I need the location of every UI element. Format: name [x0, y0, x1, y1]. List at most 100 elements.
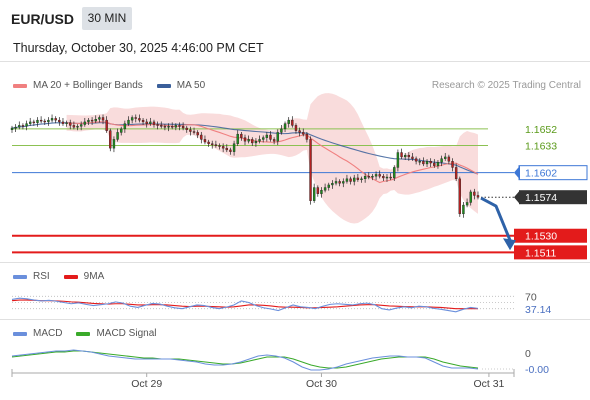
level-label-1.1633: 1.1633 — [525, 141, 557, 153]
candle-body — [356, 177, 360, 180]
macd-tick-0: 0 — [525, 348, 531, 360]
candle-body — [400, 152, 403, 158]
candle-body — [145, 121, 148, 124]
candle-body — [10, 127, 14, 130]
level-tag-1.1530 — [514, 228, 587, 243]
candle-body — [200, 134, 203, 140]
candle-body — [338, 181, 341, 184]
candle-body — [378, 174, 381, 177]
candle-body — [196, 132, 199, 136]
candle-body — [371, 175, 374, 178]
candle-body — [254, 140, 258, 144]
candle-body — [374, 174, 378, 177]
candle-body — [367, 175, 370, 178]
candle-body — [116, 132, 119, 140]
rsi-current-value: 37.14 — [525, 304, 551, 316]
candle-body — [192, 131, 196, 133]
candle-body — [29, 121, 32, 124]
candle-body — [240, 133, 243, 138]
candle-body — [65, 122, 68, 124]
x-tick-label: Oct 29 — [131, 378, 162, 390]
candle-body — [229, 149, 232, 152]
candle-body — [130, 117, 134, 121]
candle-body — [18, 125, 21, 128]
candle-body — [14, 126, 17, 129]
level-tag-1.1511 — [514, 245, 587, 260]
candle-body — [54, 118, 57, 121]
forecast-arrow-icon — [480, 196, 512, 241]
candle-body — [207, 141, 210, 144]
candle-body — [418, 161, 421, 163]
candle-body — [214, 144, 218, 146]
9ma-swatch-icon — [63, 274, 78, 279]
candle-body — [83, 121, 87, 125]
legend-item-macd-signal: MACD Signal — [76, 328, 156, 339]
candle-body — [433, 162, 436, 166]
candle-body — [458, 178, 461, 215]
candle-body — [451, 161, 454, 168]
candle-body — [320, 189, 323, 194]
candle-body — [363, 175, 367, 180]
candle-body — [305, 133, 309, 140]
candle-body — [163, 126, 167, 128]
candle-body — [152, 121, 156, 125]
legend-label-ma20: MA 20 + Bollinger Bands — [33, 80, 143, 91]
candle-body — [462, 204, 465, 215]
legend-label-rsi: RSI — [33, 271, 50, 282]
candle-body — [473, 191, 476, 196]
legend-item-9ma: 9MA — [63, 271, 104, 282]
legend-label-macd-signal: MACD Signal — [96, 328, 157, 339]
candle-body — [444, 156, 447, 159]
research-credit: Research © 2025 Trading Central — [431, 80, 581, 91]
candle-body — [429, 161, 432, 164]
x-tick-label: Oct 31 — [473, 378, 504, 390]
candle-body — [407, 154, 411, 158]
x-tick-label: Oct 30 — [306, 378, 337, 390]
last-price-label: 1.1574 — [525, 192, 557, 204]
candle-body — [262, 137, 265, 140]
candle-body — [323, 187, 327, 191]
last-price-tag-pointer — [514, 190, 520, 205]
header-divider — [0, 61, 590, 62]
candle-body — [225, 147, 228, 151]
candle-body — [385, 176, 389, 179]
timeframe-button[interactable]: 30 MIN — [82, 7, 132, 30]
level-label-1.1511: 1.1511 — [525, 247, 556, 259]
candle-body — [334, 181, 338, 184]
candle-body — [258, 139, 261, 142]
legend-item-ma50: MA 50 — [156, 80, 206, 91]
candle-body — [247, 139, 250, 142]
candle-body — [403, 154, 407, 158]
level-tag-pointer-1.1602 — [514, 165, 520, 180]
candle-body — [156, 124, 159, 126]
legend-label-macd: MACD — [33, 328, 63, 339]
macd-line — [11, 349, 479, 371]
candle-body — [436, 161, 440, 166]
candle-body — [58, 119, 61, 123]
candle-body — [160, 125, 163, 127]
candle-body — [287, 119, 290, 124]
candle-body — [411, 156, 414, 159]
candle-body — [221, 146, 225, 149]
last-price-tag — [519, 190, 587, 205]
candle-body — [298, 130, 301, 133]
candle-body — [218, 145, 221, 147]
rsi-tick-70: 70 — [525, 291, 537, 303]
candle-body — [39, 119, 43, 122]
price-legend: MA 20 + Bollinger Bands MA 50 — [13, 80, 219, 91]
ma20-swatch-icon — [13, 83, 27, 88]
candle-body — [185, 127, 188, 130]
candle-body — [312, 187, 316, 201]
candle-body — [316, 187, 320, 194]
candle-body — [236, 133, 239, 144]
candle-body — [476, 195, 480, 198]
rsi-legend: RSI 9MA — [13, 271, 118, 282]
candle-body — [170, 126, 174, 128]
legend-label-ma50: MA 50 — [176, 80, 206, 91]
candle-body — [43, 120, 46, 123]
candle-body — [360, 178, 363, 181]
level-label-1.1530: 1.1530 — [525, 231, 557, 243]
candle-body — [36, 119, 39, 123]
candle-body — [109, 130, 112, 149]
